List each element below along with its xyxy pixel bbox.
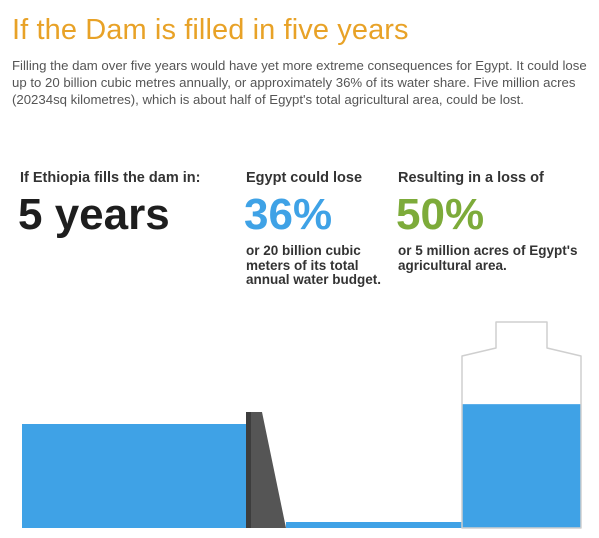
reservoir-water	[22, 424, 248, 528]
water-loss-note: or 20 billion cubic meters of its total …	[246, 243, 382, 287]
area-loss-note: or 5 million acres of Egypt's agricultur…	[398, 243, 578, 273]
dam-wall-shade	[246, 412, 251, 528]
intro-paragraph: Filling the dam over five years would ha…	[12, 58, 587, 107]
area-loss-value: 50%	[396, 190, 485, 239]
bottle-water	[462, 404, 581, 528]
page-title: If the Dam is filled in five years	[12, 14, 409, 46]
years-label: If Ethiopia fills the dam in:	[20, 170, 201, 186]
river-water	[286, 522, 466, 528]
result-label: Resulting in a loss of	[398, 170, 544, 186]
dam-illustration	[22, 321, 582, 529]
loss-label: Egypt could lose	[246, 170, 363, 186]
years-value: 5 years	[18, 190, 170, 239]
water-loss-value: 36%	[244, 190, 333, 239]
bottle-outline	[461, 321, 582, 529]
dam-wall	[246, 412, 286, 528]
